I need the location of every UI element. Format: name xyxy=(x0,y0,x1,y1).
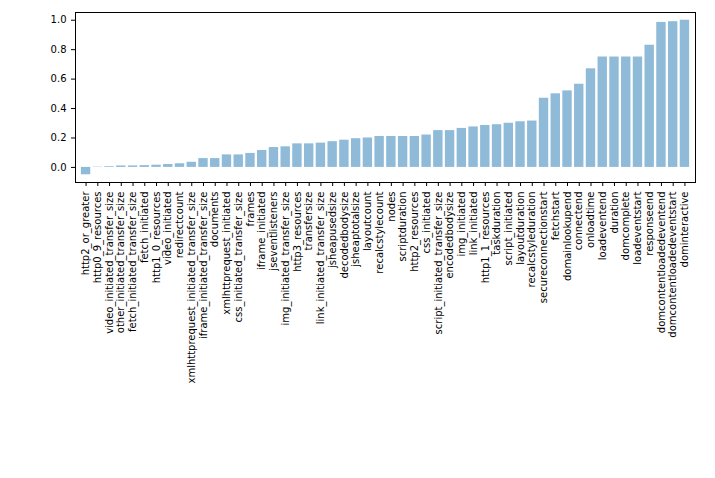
svg-text:recalcstylecount: recalcstylecount xyxy=(374,191,385,273)
svg-text:decodedbodysize: decodedbodysize xyxy=(339,192,350,279)
svg-text:fetchstart: fetchstart xyxy=(550,191,561,240)
svg-text:link_initiated_transfer_size: link_initiated_transfer_size xyxy=(315,192,327,325)
svg-text:script_initiated_transfer_size: script_initiated_transfer_size xyxy=(433,192,445,335)
svg-text:domcontentloadedeventend: domcontentloadedeventend xyxy=(656,192,667,334)
svg-text:scriptduration: scriptduration xyxy=(397,192,408,262)
svg-text:iframe_initiated: iframe_initiated xyxy=(256,192,268,271)
svg-text:0.2: 0.2 xyxy=(51,132,67,143)
svg-text:css_initiated: css_initiated xyxy=(421,192,433,254)
svg-text:1.0: 1.0 xyxy=(51,14,67,25)
svg-text:jsheapusedsize: jsheapusedsize xyxy=(327,192,338,269)
svg-text:dominteractive: dominteractive xyxy=(679,192,690,268)
svg-text:xmlhttprequest_initiated: xmlhttprequest_initiated xyxy=(221,192,233,315)
svg-text:documents: documents xyxy=(209,192,220,248)
svg-text:http1_1_resources: http1_1_resources xyxy=(480,192,492,284)
svg-text:secureconnectionstart: secureconnectionstart xyxy=(538,191,549,303)
svg-text:jsheaptotalsize: jsheaptotalsize xyxy=(350,192,361,268)
svg-text:0.6: 0.6 xyxy=(51,73,67,84)
svg-text:video_initiated_transfer_size: video_initiated_transfer_size xyxy=(104,192,116,334)
svg-text:nodes: nodes xyxy=(386,192,397,222)
svg-text:0.0: 0.0 xyxy=(51,162,67,173)
svg-text:img_initiated_transfer_size: img_initiated_transfer_size xyxy=(280,192,292,326)
svg-text:0.4: 0.4 xyxy=(51,103,67,114)
svg-text:redirectcount: redirectcount xyxy=(174,191,185,258)
svg-text:script_initiated: script_initiated xyxy=(503,192,515,266)
svg-text:img_initiated: img_initiated xyxy=(456,192,468,257)
svg-text:fetch_initiated: fetch_initiated xyxy=(139,192,151,264)
svg-text:duration: duration xyxy=(609,192,620,234)
svg-text:0.8: 0.8 xyxy=(51,44,67,55)
svg-text:connectend: connectend xyxy=(573,192,584,251)
svg-text:frames: frames xyxy=(245,192,256,227)
svg-text:http1_0_resources: http1_0_resources xyxy=(151,192,163,284)
svg-text:responseend: responseend xyxy=(644,192,655,256)
svg-text:iframe_initiated_transfer_size: iframe_initiated_transfer_size xyxy=(198,192,210,339)
svg-text:jseventlisteners: jseventlisteners xyxy=(268,192,279,272)
svg-text:xmlhttprequest_initiated_trans: xmlhttprequest_initiated_transfer_size xyxy=(186,192,198,384)
svg-text:loadeventstart: loadeventstart xyxy=(632,191,643,264)
svg-text:encodedbodysize: encodedbodysize xyxy=(444,192,455,279)
svg-text:http2_or_greater: http2_or_greater xyxy=(80,191,92,276)
svg-text:css_initiated_transfer_size: css_initiated_transfer_size xyxy=(233,192,245,323)
svg-text:layoutduration: layoutduration xyxy=(515,192,526,265)
svg-text:http2_resources: http2_resources xyxy=(409,192,421,272)
svg-text:domcontentloadedeventstart: domcontentloadedeventstart xyxy=(667,191,678,337)
svg-text:layoutcount: layoutcount xyxy=(362,191,373,250)
svg-text:other_initiated_transfer_size: other_initiated_transfer_size xyxy=(115,192,127,334)
svg-text:recalcstyleduration: recalcstyleduration xyxy=(526,192,537,288)
svg-text:loadeventend: loadeventend xyxy=(597,192,608,261)
svg-text:domainlookupend: domainlookupend xyxy=(562,192,573,281)
svg-text:domcomplete: domcomplete xyxy=(620,192,631,261)
svg-text:onloadtime: onloadtime xyxy=(585,192,596,248)
svg-text:fetch_initiated_transfer_size: fetch_initiated_transfer_size xyxy=(127,192,139,332)
svg-text:http0_9_resources: http0_9_resources xyxy=(92,192,104,284)
svg-text:http3_resources: http3_resources xyxy=(292,192,304,272)
svg-text:transfersize: transfersize xyxy=(303,192,314,251)
svg-text:video_initiated: video_initiated xyxy=(162,192,174,265)
svg-text:taskduration: taskduration xyxy=(491,192,502,255)
svg-text:link_initiated: link_initiated xyxy=(468,192,480,256)
